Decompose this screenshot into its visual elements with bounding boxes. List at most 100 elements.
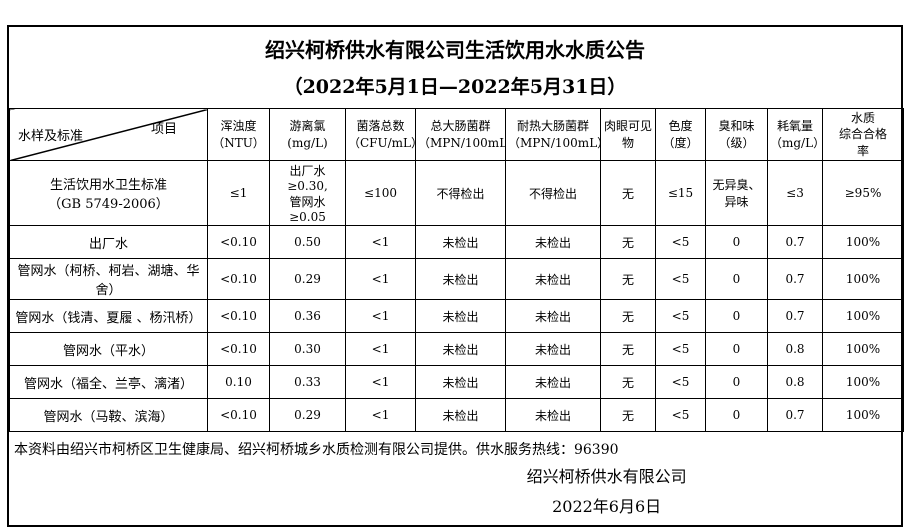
row-value: 0.10 <box>207 365 270 399</box>
row-value: 100% <box>822 332 904 366</box>
row-value: 0.7 <box>767 299 823 333</box>
row-value: <0.10 <box>207 299 270 333</box>
row-name: 出厂水 <box>9 225 208 259</box>
row-value: 0 <box>705 258 768 300</box>
row-value: 未检出 <box>415 299 506 333</box>
row-value: 0 <box>705 225 768 259</box>
row-value: <1 <box>345 365 416 399</box>
column-header-chroma: 色度 （度） <box>655 108 706 161</box>
row-value: 未检出 <box>505 258 601 300</box>
row-value: 无 <box>600 299 656 333</box>
table-row: 管网水（钱清、夏履 、杨汛桥） <0.10 0.36 <1 未检出 未检出无 <5 0 0.7 1… <box>9 299 904 333</box>
row-value: 0.8 <box>767 365 823 399</box>
row-name: 管网水（钱清、夏履 、杨汛桥） <box>9 299 208 333</box>
row-value: ≤3 <box>767 160 823 226</box>
row-value: <0.10 <box>207 332 270 366</box>
row-value: 无 <box>600 258 656 300</box>
row-value: 0.36 <box>269 299 346 333</box>
row-value: <1 <box>345 332 416 366</box>
row-value: 不得检出 <box>505 160 601 226</box>
row-value: ≥95% <box>822 160 904 226</box>
column-header-odor: 臭和味 （级） <box>705 108 768 161</box>
row-value: 未检出 <box>415 398 506 432</box>
row-value: 未检出 <box>415 332 506 366</box>
page-title: 绍兴柯桥供水有限公司生活饮用水水质公告 <box>265 38 645 62</box>
row-value: 0.50 <box>269 225 346 259</box>
row-value: 未检出 <box>415 258 506 300</box>
water-quality-table: 项目 水样及标准 浑浊度 （NTU） 游离氯 (mg/L) 菌落总数 （CFU/… <box>9 108 904 432</box>
diagonal-header-cell: 项目 水样及标准 <box>9 108 208 161</box>
row-value: 无 <box>600 365 656 399</box>
row-name: 管网水（福全、兰亭、漓渚） <box>9 365 208 399</box>
row-value: 未检出 <box>505 299 601 333</box>
row-value: 无异臭、 异味 <box>705 160 768 226</box>
row-value: <0.10 <box>207 225 270 259</box>
row-value: 100% <box>822 365 904 399</box>
row-value: ≤1 <box>207 160 270 226</box>
row-value: 出厂水≥0.30, 管网水≥0.05 <box>269 160 346 226</box>
row-value: 未检出 <box>505 398 601 432</box>
header-row: 项目 水样及标准 浑浊度 （NTU） 游离氯 (mg/L) 菌落总数 （CFU/… <box>9 108 904 161</box>
column-header-total-coliform: 总大肠菌群 （MPN/100mL） <box>415 108 506 161</box>
row-value: <0.10 <box>207 258 270 300</box>
row-value: 0.33 <box>269 365 346 399</box>
column-header-pass-rate: 水质 综合合格 率 <box>822 108 904 161</box>
column-header-visible-matter: 肉眼可见 物 <box>600 108 656 161</box>
table-body: 生活饮用水卫生标准 （GB 5749-2006） ≤1 出厂水≥0.30, 管网水≥… <box>9 160 904 432</box>
table-row: 生活饮用水卫生标准 （GB 5749-2006） ≤1 出厂水≥0.30, 管网水≥… <box>9 160 904 226</box>
column-header-turbidity: 浑浊度 （NTU） <box>207 108 270 161</box>
row-value: 无 <box>600 225 656 259</box>
row-value: 100% <box>822 258 904 300</box>
row-value: 0.7 <box>767 258 823 300</box>
row-value: 0.30 <box>269 332 346 366</box>
row-value: 无 <box>600 332 656 366</box>
page-subtitle: （2022年5月1日—2022年5月31日） <box>283 76 627 98</box>
row-value: 无 <box>600 398 656 432</box>
table-row: 管网水（柯桥、柯岩、湖塘、华舍） <0.10 0.29 <1 未检出 未检出无 <5 0 0.7… <box>9 258 904 300</box>
row-value: 0 <box>705 365 768 399</box>
row-value: 不得检出 <box>415 160 506 226</box>
row-value: 0 <box>705 332 768 366</box>
column-header-colony-count: 菌落总数 （CFU/mL） <box>345 108 416 161</box>
row-value: 100% <box>822 225 904 259</box>
row-value: 100% <box>822 299 904 333</box>
row-value: 100% <box>822 398 904 432</box>
row-value: <0.10 <box>207 398 270 432</box>
row-name: 管网水（柯桥、柯岩、湖塘、华舍） <box>9 258 208 300</box>
row-value: 未检出 <box>505 365 601 399</box>
row-value: 未检出 <box>505 332 601 366</box>
row-value: 0.7 <box>767 398 823 432</box>
row-name: 管网水（马鞍、滨海） <box>9 398 208 432</box>
row-value: 0.7 <box>767 225 823 259</box>
row-value: <5 <box>655 365 706 399</box>
row-value: 未检出 <box>415 365 506 399</box>
row-value: <5 <box>655 225 706 259</box>
signature-block: 绍兴柯桥供水有限公司 2022年6月6日 <box>339 463 874 525</box>
row-value: 0 <box>705 398 768 432</box>
row-value: 0.29 <box>269 258 346 300</box>
footer-note: 本资料由绍兴市柯桥区卫生健康局、绍兴柯桥城乡水质检测有限公司提供。供水服务热线：… <box>14 442 619 458</box>
row-value: <1 <box>345 299 416 333</box>
row-value: <5 <box>655 332 706 366</box>
row-value: 0 <box>705 299 768 333</box>
row-value: <1 <box>345 398 416 432</box>
row-value: <1 <box>345 225 416 259</box>
row-value: <1 <box>345 258 416 300</box>
column-header-heat-resistant-coliform: 耐热大肠菌群 （MPN/100mL） <box>505 108 601 161</box>
table-row: 出厂水 <0.10 0.50 <1 未检出 未检出无 <5 0 0.7 100% <box>9 225 904 259</box>
signature-company: 绍兴柯桥供水有限公司 <box>526 467 687 486</box>
row-value: <5 <box>655 258 706 300</box>
announcement-sheet: 绍兴柯桥供水有限公司生活饮用水水质公告 （2022年5月1日—2022年5月31… <box>7 25 904 527</box>
corner-label-project: 项目 <box>150 122 177 138</box>
row-value: 未检出 <box>505 225 601 259</box>
row-value: ≤15 <box>655 160 706 226</box>
row-value: <5 <box>655 398 706 432</box>
table-row: 管网水（马鞍、滨海） <0.10 0.29 <1 未检出 未检出无 <5 0 0.7 100% <box>9 398 904 432</box>
row-name: 管网水（平水） <box>9 332 208 366</box>
row-value: ≤100 <box>345 160 416 226</box>
column-header-free-chlorine: 游离氯 (mg/L) <box>269 108 346 161</box>
title-block: 绍兴柯桥供水有限公司生活饮用水水质公告 （2022年5月1日—2022年5月31… <box>9 27 901 108</box>
row-value: 0.8 <box>767 332 823 366</box>
column-header-oxygen-consumption: 耗氧量 （mg/L） <box>767 108 823 161</box>
table-row: 管网水（福全、兰亭、漓渚） 0.10 0.33 <1 未检出 未检出无 <5 0 0.8 100% <box>9 365 904 399</box>
